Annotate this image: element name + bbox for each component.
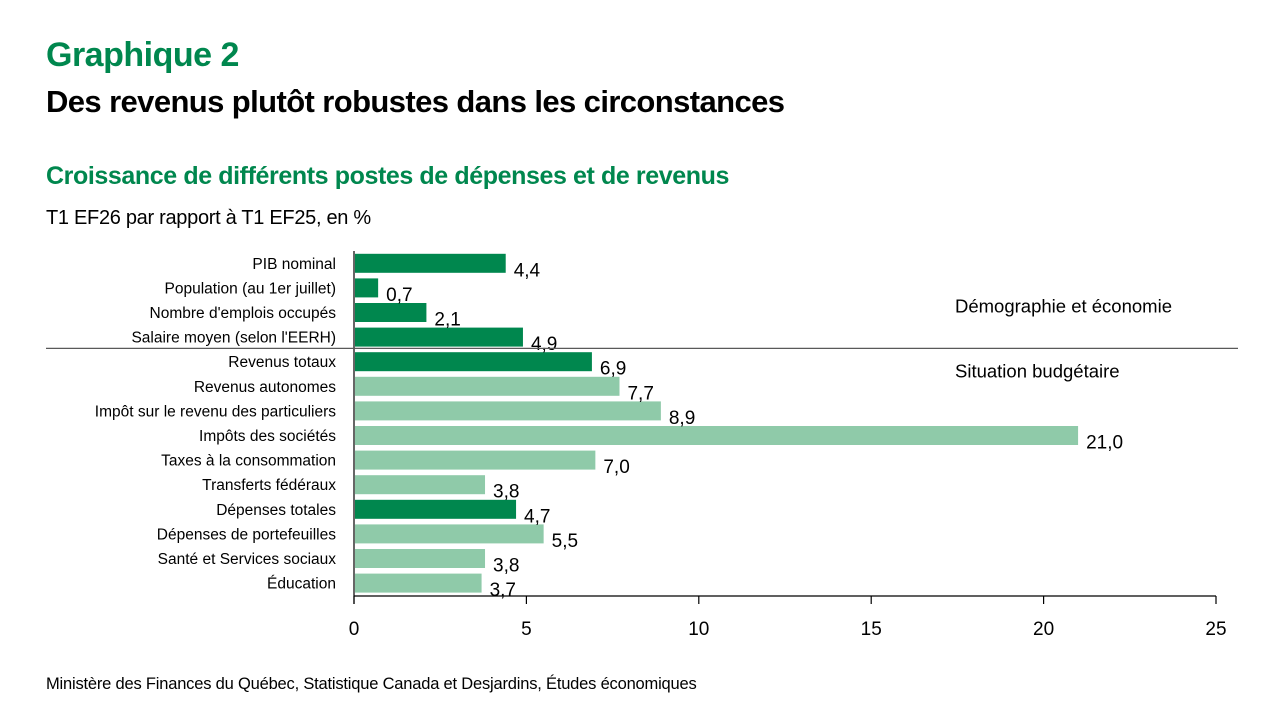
data-label: 6,9 [600,359,626,380]
category-labels: PIB nominal Population (au 1er juillet) No… [95,256,336,593]
data-label: 3,8 [493,556,519,577]
category-label: Impôt sur le revenu des particuliers [95,403,336,420]
bar [355,549,486,568]
data-label: 5,5 [552,531,578,552]
chart-title: Croissance de différents postes de dépen… [46,162,730,190]
bar [355,450,596,470]
chart-subtitle: T1 EF26 par rapport à T1 EF25, en % [46,207,371,229]
category-label: Dépenses totales [216,502,336,519]
x-tick-label: 10 [688,619,709,640]
x-tick-label: 15 [861,619,882,640]
bar [355,327,523,347]
category-label: Revenus totaux [228,354,336,371]
data-label: 4,7 [524,506,550,527]
bar [355,401,661,421]
x-tick-label: 5 [521,619,532,640]
bar [355,278,379,298]
group-annotations: Démographie et économie Situation budgéta… [46,295,1238,381]
bar [355,303,427,322]
bar [355,573,482,593]
data-label: 3,7 [490,580,516,601]
bar [355,426,1079,445]
data-label: 7,7 [627,383,653,404]
figure-label: Graphique 2 [46,36,239,74]
data-label: 3,8 [493,482,519,503]
data-label: 4,4 [514,260,541,281]
category-label: Éducation [267,576,336,593]
category-label: Dépenses de portefeuilles [157,526,336,543]
category-label: Taxes à la consommation [161,453,336,470]
bar [355,475,486,495]
category-label: Salaire moyen (selon l'EERH) [131,330,336,347]
source-note: Ministère des Finances du Québec, Statis… [46,675,697,693]
x-tick-label: 0 [349,619,360,640]
bar [355,499,517,519]
data-label: 21,0 [1086,433,1123,454]
bar [355,524,544,544]
data-label: 0,7 [386,285,412,306]
category-label: PIB nominal [252,256,336,273]
group-label-situation-budgetaire: Situation budgétaire [955,360,1120,381]
data-label: 7,0 [603,457,629,478]
category-label: Revenus autonomes [194,379,336,396]
data-label: 2,1 [434,310,460,331]
category-label: Nombre d'emplois occupés [150,305,337,322]
category-label: Population (au 1er juillet) [165,280,336,297]
headline: Des revenus plutôt robustes dans les cir… [46,84,785,119]
data-label: 8,9 [669,408,695,429]
category-label: Impôts des sociétés [199,428,336,445]
category-label: Santé et Services sociaux [158,551,337,568]
data-label: 4,9 [531,334,557,355]
bar [355,376,620,396]
data-labels: 4,40,72,14,96,97,78,921,07,03,84,75,53,8… [386,260,1123,601]
x-tick-label: 25 [1205,619,1226,640]
bar [355,352,592,372]
axes-group: 0 5 10 15 20 25 [349,251,1227,640]
x-tick-label: 20 [1033,619,1054,640]
category-label: Transferts fédéraux [202,477,336,494]
bars-group [355,253,1079,593]
bar [355,253,506,273]
group-label-demographie: Démographie et économie [955,295,1172,316]
